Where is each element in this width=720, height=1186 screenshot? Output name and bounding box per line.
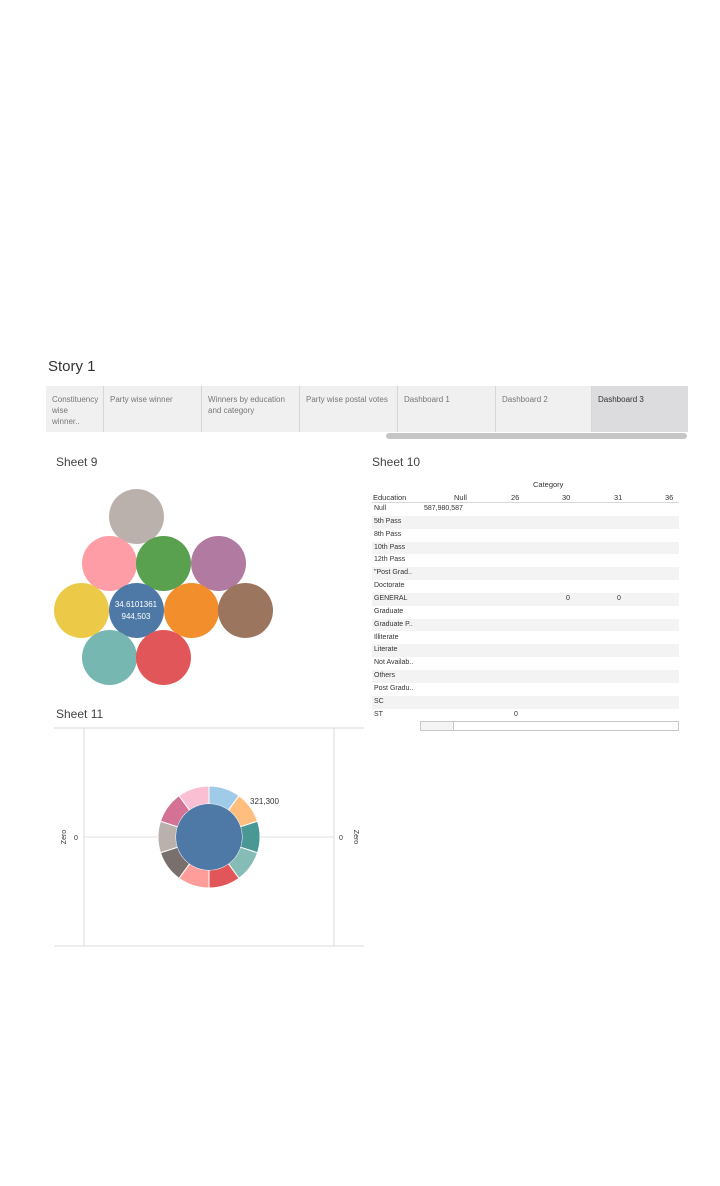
donut-label: 321,300 [250,797,279,806]
bubble[interactable] [218,583,273,638]
header-divider [372,502,679,503]
table-row[interactable]: 10th Pass [372,541,679,555]
row-label: "Post Grad.. [374,569,412,577]
education-header: Education [373,493,407,502]
table-row[interactable]: Not Availab.. [372,657,679,670]
donut-chart: Zero 0 0 Zero 321,300 [54,727,364,947]
bubble[interactable] [136,630,191,685]
table-cell: 0 [566,594,570,602]
table-row[interactable]: "Post Grad.. [372,567,679,581]
table-row[interactable]: GENERAL 0 0 [372,592,679,606]
bubble[interactable] [82,536,137,591]
bubble[interactable] [82,630,137,685]
category-header: Category [533,480,564,489]
table-row[interactable]: Literate [372,644,679,658]
column-header: 30 [562,493,571,502]
table-row[interactable]: Others [372,670,679,683]
sheet11-title: Sheet 11 [56,707,104,721]
left-axis-tick: 0 [74,835,78,842]
table-row[interactable]: ST 0 [372,709,679,722]
bubble-label-line1: 34.6101361 [114,600,158,609]
story-tab-dashboard-3[interactable]: Dashboard 3 [592,386,688,432]
sheet9-title: Sheet 9 [56,455,98,469]
story-tab-dashboard-2[interactable]: Dashboard 2 [496,386,592,432]
bubble[interactable] [54,583,109,638]
sheet10-title: Sheet 10 [372,455,421,469]
table-row[interactable]: Post Gradu.. [372,683,679,696]
donut-center[interactable] [176,804,242,870]
column-header: Null [454,493,467,502]
story-tab-bar: Constituency wise winner.. Party wise wi… [46,386,688,432]
bubble[interactable] [136,536,191,591]
right-axis-title: Zero [352,830,359,845]
bubble[interactable] [164,583,219,638]
row-label: GENERAL [374,594,408,602]
bubble[interactable] [191,536,246,591]
table-row[interactable]: Null 587,980,587 [372,503,679,516]
left-axis-title: Zero [61,830,68,845]
table-horizontal-scrollbar[interactable] [420,721,679,731]
row-label: 12th Pass [374,556,406,564]
table-cell: 587,980,587 [424,505,463,512]
bubble-label: 34.6101361 944,503 [108,599,164,623]
story-tab-party-wise-winner[interactable]: Party wise winner [104,386,202,432]
table-cell: 0 [514,710,518,718]
row-label: SC [374,697,384,705]
row-label: Not Availab.. [374,659,414,667]
story-tab-constituency-wise-winner[interactable]: Constituency wise winner.. [46,386,104,432]
table-row[interactable]: Illiterate [372,632,679,645]
row-label: 10th Pass [374,543,406,551]
tab-scrollbar[interactable] [386,433,687,439]
row-label: Post Gradu.. [374,684,414,692]
row-label: 5th Pass [374,517,402,525]
table-row[interactable]: 5th Pass [372,515,679,529]
row-label: Doctorate [374,582,405,590]
row-label: Illiterate [374,633,399,641]
table-row[interactable]: Graduate P.. [372,618,679,632]
table-cell: 0 [617,594,621,602]
table-row[interactable]: Doctorate [372,580,679,593]
row-label: Literate [374,646,398,654]
scrollbar-thumb[interactable] [421,722,454,730]
row-label: Null [374,505,387,512]
table-row[interactable]: 12th Pass [372,554,679,567]
row-label: Graduate P.. [374,620,413,628]
row-label: 8th Pass [374,530,402,538]
column-header: 26 [511,493,520,502]
right-axis-tick: 0 [339,835,343,842]
story-tab-party-wise-postal-votes[interactable]: Party wise postal votes [300,386,398,432]
bubble[interactable] [109,489,164,544]
story-tab-winners-by-education[interactable]: Winners by education and category [202,386,300,432]
table-row[interactable]: SC [372,695,679,709]
story-tab-dashboard-1[interactable]: Dashboard 1 [398,386,496,432]
table-row[interactable]: 8th Pass [372,529,679,542]
table-row[interactable]: Graduate [372,606,679,619]
column-header: 36 [665,493,674,502]
row-label: Others [374,672,396,680]
story-title: Story 1 [48,358,96,375]
bubble-label-line2: 944,503 [121,612,151,621]
row-label: Graduate [374,607,404,615]
column-header: 31 [614,493,623,502]
row-label: ST [374,710,383,718]
bubble-selected[interactable] [109,583,164,638]
